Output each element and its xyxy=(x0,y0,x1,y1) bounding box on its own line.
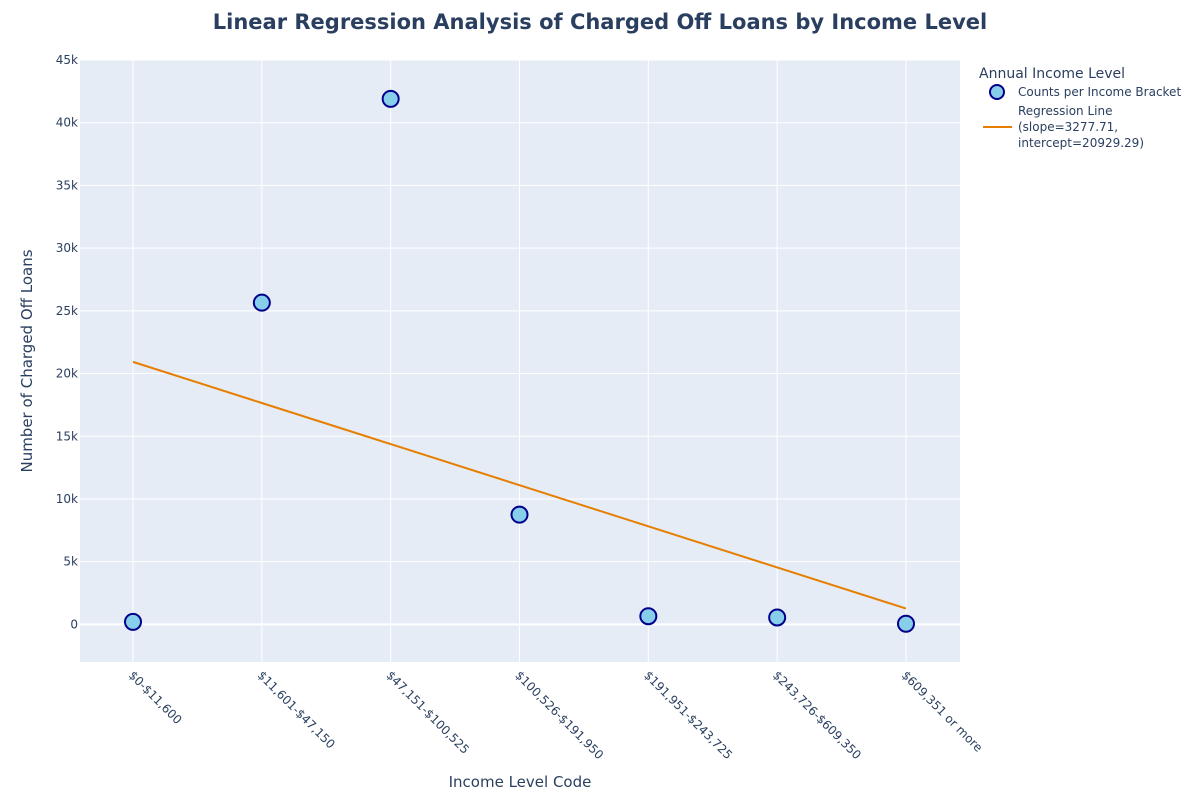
y-axis-title: Number of Charged Off Loans xyxy=(18,249,36,472)
y-tick-label: 0 xyxy=(70,617,78,631)
legend[interactable]: Annual Income Level Counts per Income Br… xyxy=(979,66,1181,150)
x-tick-label: $11,601-$47,150 xyxy=(255,668,338,751)
x-axis-title: Income Level Code xyxy=(449,773,592,791)
legend-items: Counts per Income Bracket Regression Line… xyxy=(983,84,1181,150)
x-tick-label: $243,726-$609,350 xyxy=(770,668,864,762)
data-point[interactable] xyxy=(639,607,658,626)
grid-layer xyxy=(80,59,960,662)
y-tick-label: 20k xyxy=(56,367,78,381)
data-point[interactable] xyxy=(124,612,142,631)
regression-line[interactable] xyxy=(132,360,907,610)
data-point[interactable] xyxy=(897,614,915,633)
data-point[interactable] xyxy=(252,293,271,312)
y-tick-label: 35k xyxy=(56,178,78,192)
legend-marker-counts xyxy=(989,84,1005,100)
y-tick-label: 30k xyxy=(56,241,78,255)
data-point[interactable] xyxy=(768,608,787,627)
chart-title: Linear Regression Analysis of Charged Of… xyxy=(213,10,987,34)
y-tick-label: 40k xyxy=(56,116,78,130)
legend-label-regression: Regression Line (slope=3277.71, intercept=… xyxy=(1018,104,1144,150)
y-tick-label: 45k xyxy=(56,53,78,67)
data-point[interactable] xyxy=(510,505,529,524)
legend-label-counts: Counts per Income Bracket xyxy=(1018,85,1181,99)
series-layer xyxy=(124,89,915,633)
legend-title: Annual Income Level xyxy=(979,66,1125,82)
y-tick-label: 5k xyxy=(63,555,78,569)
y-tick-label: 15k xyxy=(56,429,78,443)
x-tick-label: $0-$11,600 xyxy=(126,668,185,727)
x-tick-label: $191,951-$243,725 xyxy=(641,668,735,762)
data-point[interactable] xyxy=(381,89,400,108)
y-tick-label: 10k xyxy=(56,492,78,506)
x-tick-label: $100,526-$191,950 xyxy=(512,668,606,762)
x-tick-label: $609,351 or more xyxy=(899,668,985,754)
y-tick-label: 25k xyxy=(56,304,78,318)
x-tick-label: $47,151-$100,525 xyxy=(384,668,473,757)
